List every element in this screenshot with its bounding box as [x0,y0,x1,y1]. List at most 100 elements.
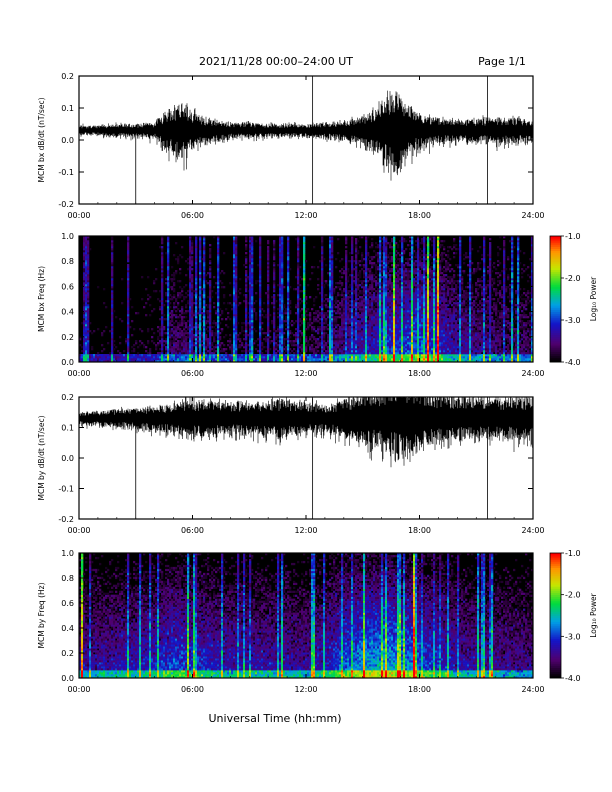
heatmap-cell [103,360,106,363]
heatmap-cell [127,280,130,283]
heatmap-cell [167,314,170,317]
heatmap-cell [395,360,398,363]
heatmap-cell [287,254,290,257]
heatmap-cell [303,288,306,291]
heatmap-cell [85,278,88,281]
heatmap-cell [261,342,264,345]
heatmap-cell [345,356,348,359]
heatmap-cell [187,358,190,361]
heatmap-cell [223,350,226,353]
heatmap-cell [219,332,222,335]
heatmap-cell [267,300,270,303]
heatmap-cell [225,360,228,363]
heatmap-cell [313,312,316,315]
heatmap-cell [115,356,118,359]
heatmap-cell [245,296,248,299]
heatmap-cell [321,236,324,239]
heatmap-cell [191,350,194,353]
heatmap-cell [379,322,382,325]
heatmap-cell [327,298,330,301]
heatmap-cell [265,336,268,339]
heatmap-cell [357,354,360,357]
heatmap-cell [287,288,290,291]
heatmap-cell [303,328,306,331]
heatmap-cell [331,306,334,309]
heatmap-cell [195,342,198,345]
heatmap-cell [263,354,266,357]
heatmap-cell [127,306,130,309]
heatmap-cell [341,324,344,327]
heatmap-cell [341,336,344,339]
heatmap-cell [173,288,176,291]
heatmap-cell [371,310,374,313]
heatmap-cell [383,344,386,347]
heatmap-cell [111,260,114,263]
heatmap-cell [267,284,270,287]
heatmap-cell [249,252,252,255]
heatmap-cell [329,360,332,363]
heatmap-cell [259,262,262,265]
heatmap-cell [163,344,166,347]
heatmap-cell [379,352,382,355]
heatmap-cell [297,324,300,327]
heatmap-cell [399,360,402,363]
heatmap-cell [367,344,370,347]
heatmap-cell [303,252,306,255]
heatmap-cell [217,238,220,241]
heatmap-cell [277,336,280,339]
heatmap-cell [85,358,88,361]
heatmap-cell [329,326,332,329]
heatmap-cell [377,328,380,331]
heatmap-cell [167,350,170,353]
heatmap-cell [347,308,350,311]
heatmap-cell [165,292,168,295]
heatmap-cell [375,282,378,285]
heatmap-cell [377,350,380,353]
heatmap-cell [323,322,326,325]
heatmap-cell [169,310,172,313]
heatmap-cell [199,296,202,299]
heatmap-cell [287,358,290,361]
heatmap-cell [261,328,264,331]
heatmap-cell [387,292,390,295]
heatmap-cell [141,360,144,363]
heatmap-cell [323,258,326,261]
heatmap-cell [325,326,328,329]
heatmap-cell [267,330,270,333]
heatmap-cell [301,316,304,319]
heatmap-cell [287,350,290,353]
heatmap-cell [145,288,148,291]
heatmap-cell [221,318,224,321]
heatmap-cell [337,324,340,327]
heatmap-cell [215,360,218,363]
heatmap-cell [149,352,152,355]
heatmap-cell [233,314,236,317]
heatmap-cell [355,290,358,293]
heatmap-cell [111,282,114,285]
heatmap-cell [273,326,276,329]
heatmap-cell [247,302,250,305]
heatmap-cell [279,260,282,263]
heatmap-cell [371,314,374,317]
heatmap-cell [145,302,148,305]
heatmap-cell [373,292,376,295]
heatmap-cell [353,346,356,349]
heatmap-cell [387,262,390,265]
heatmap-cell [171,280,174,283]
heatmap-cell [177,326,180,329]
heatmap-cell [367,356,370,359]
heatmap-cell [287,262,290,265]
heatmap-cell [377,278,380,281]
heatmap-cell [117,354,120,357]
heatmap-cell [259,308,262,311]
heatmap-cell [387,324,390,327]
heatmap-cell [381,356,384,359]
heatmap-cell [189,360,192,363]
heatmap-cell [155,358,158,361]
heatmap-cell [353,264,356,267]
heatmap-cell [235,292,238,295]
heatmap-cell [249,268,252,271]
heatmap-cell [325,312,328,315]
heatmap-cell [293,344,296,347]
heatmap-cell [375,290,378,293]
